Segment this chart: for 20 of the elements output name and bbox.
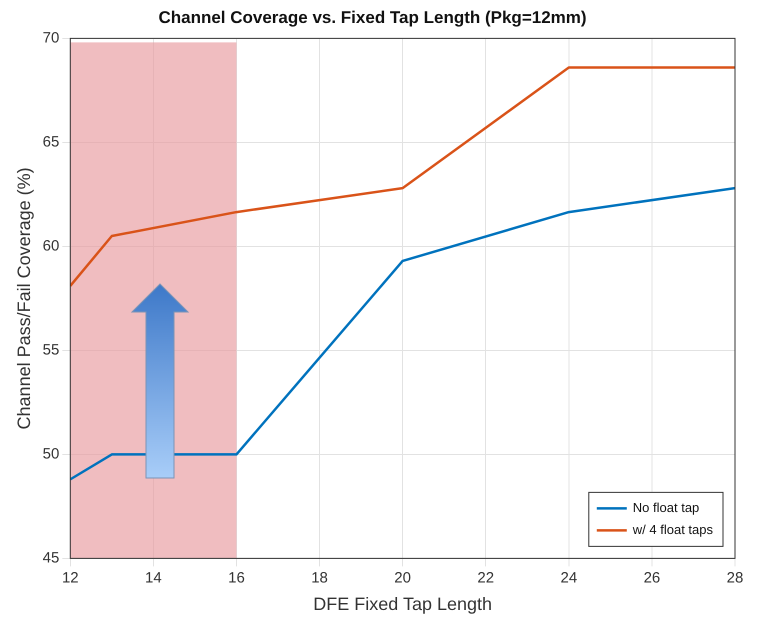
y-tick-label: 55 bbox=[42, 342, 60, 359]
y-tick-label: 50 bbox=[42, 446, 60, 463]
x-tick-label: 28 bbox=[726, 570, 744, 587]
chart-title: Channel Coverage vs. Fixed Tap Length (Pkg=12mm) bbox=[158, 8, 587, 27]
x-tick-label: 16 bbox=[228, 570, 245, 587]
x-tick-label: 26 bbox=[644, 570, 660, 587]
y-tick-label: 70 bbox=[42, 30, 60, 47]
x-tick-label: 22 bbox=[477, 570, 494, 587]
legend-label: No float tap bbox=[632, 500, 700, 515]
y-tick-label: 65 bbox=[42, 134, 60, 151]
y-axis-title: Channel Pass/Fail Coverage (%) bbox=[14, 167, 34, 430]
x-tick-label: 18 bbox=[311, 570, 328, 587]
x-tick-label: 20 bbox=[394, 570, 411, 587]
x-tick-label: 14 bbox=[145, 570, 162, 587]
x-tick-label: 12 bbox=[62, 570, 79, 587]
y-tick-label: 45 bbox=[42, 550, 60, 567]
x-axis-title: DFE Fixed Tap Length bbox=[313, 594, 492, 614]
y-tick-label: 60 bbox=[42, 238, 60, 255]
legend-label: w/ 4 float taps bbox=[632, 522, 714, 537]
x-tick-label: 24 bbox=[560, 570, 578, 587]
